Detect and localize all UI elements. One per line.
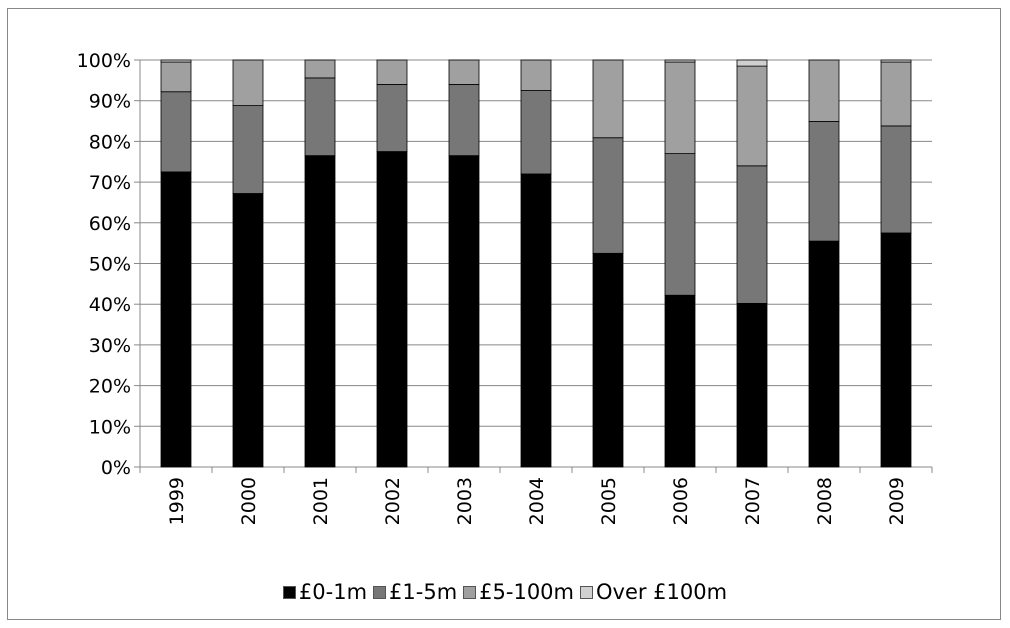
x-tick-label: 2003	[454, 477, 476, 525]
y-tick-label: 100%	[77, 50, 131, 72]
y-tick-label: 70%	[89, 172, 131, 194]
x-tick-label: 2001	[310, 477, 332, 525]
bar-segment--1-5m-2005	[592, 137, 624, 254]
bar-segment--5-100m-2008	[808, 59, 840, 122]
bar-segment-over-100m-2006	[664, 59, 696, 63]
bar-segment--5-100m-2009	[880, 61, 912, 127]
y-tick-label: 20%	[89, 376, 131, 398]
bar-segment--0-1m-2004	[520, 173, 552, 468]
bar-segment--5-100m-2000	[232, 59, 264, 106]
bar-segment--0-1m-2000	[232, 193, 264, 468]
bar-segment--0-1m-2002	[376, 151, 408, 468]
bar-segment--0-1m-1999	[160, 171, 192, 468]
x-tick-label: 2008	[814, 477, 836, 525]
legend-item: Over £100m	[580, 580, 727, 604]
bar-segment--5-100m-2004	[520, 59, 552, 91]
y-tick-label: 0%	[101, 457, 131, 479]
x-tick-label: 2005	[598, 477, 620, 525]
bar-segment--1-5m-2008	[808, 121, 840, 242]
bar-segment--0-1m-2009	[880, 232, 912, 468]
x-tick-label: 2007	[742, 477, 764, 525]
y-tick-label: 10%	[89, 416, 131, 438]
bar-segment--1-5m-2004	[520, 90, 552, 175]
legend-swatch	[282, 585, 296, 599]
bar-segment--0-1m-2003	[448, 155, 480, 468]
bar-segment--5-100m-2007	[736, 65, 768, 167]
bar-segment-over-100m-1999	[160, 59, 192, 63]
x-tick-label: 2000	[238, 477, 260, 525]
y-tick-label: 40%	[89, 294, 131, 316]
x-tick-label: 2002	[382, 477, 404, 525]
legend-item: £1-5m	[373, 580, 457, 604]
legend-label: £0-1m	[298, 580, 368, 604]
y-tick-label: 90%	[89, 91, 131, 113]
bar-segment--0-1m-2007	[736, 302, 768, 468]
bar-segment-over-100m-2007	[736, 59, 768, 67]
bar-segment--1-5m-2003	[448, 84, 480, 157]
x-tick-label: 1999	[166, 477, 188, 525]
bar-segment--1-5m-2000	[232, 105, 264, 194]
legend-label: £1-5m	[389, 580, 458, 604]
y-tick-label: 60%	[89, 213, 131, 235]
legend-swatch	[463, 585, 477, 599]
legend-item: £5-100m	[463, 580, 574, 604]
y-tick-label: 80%	[89, 131, 131, 153]
x-tick-label: 2006	[670, 477, 692, 525]
bar-segment--1-5m-2001	[304, 77, 336, 157]
bar-segment--1-5m-1999	[160, 91, 192, 173]
bar-segment-over-100m-2009	[880, 59, 912, 63]
bar-segment--0-1m-2005	[592, 252, 624, 468]
bar-segment--0-1m-2008	[808, 240, 840, 468]
legend: £0-1m £1-5m £5-100m Over £100m	[0, 580, 1010, 604]
bar-segment--1-5m-2006	[664, 153, 696, 296]
legend-swatch	[373, 585, 387, 599]
legend-swatch	[580, 585, 593, 599]
bar-segment--5-100m-1999	[160, 61, 192, 93]
bar-segment--5-100m-2001	[304, 59, 336, 79]
legend-item: £0-1m	[282, 580, 368, 604]
y-tick-label: 30%	[89, 335, 131, 357]
x-tick-label: 2004	[526, 477, 548, 525]
bar-segment--5-100m-2005	[592, 59, 624, 139]
bar-segment--0-1m-2006	[664, 294, 696, 468]
legend-label: £5-100m	[479, 580, 574, 604]
y-tick-label: 50%	[89, 254, 131, 276]
x-tick-label: 2009	[886, 477, 908, 525]
bar-segment--5-100m-2006	[664, 61, 696, 155]
bar-segment--0-1m-2001	[304, 155, 336, 468]
bar-segment--1-5m-2002	[376, 84, 408, 152]
bar-segment--5-100m-2003	[448, 59, 480, 85]
bar-segment--1-5m-2009	[880, 125, 912, 234]
bar-segment--5-100m-2002	[376, 59, 408, 85]
legend-label: Over £100m	[596, 580, 728, 604]
bar-segment--1-5m-2007	[736, 165, 768, 304]
